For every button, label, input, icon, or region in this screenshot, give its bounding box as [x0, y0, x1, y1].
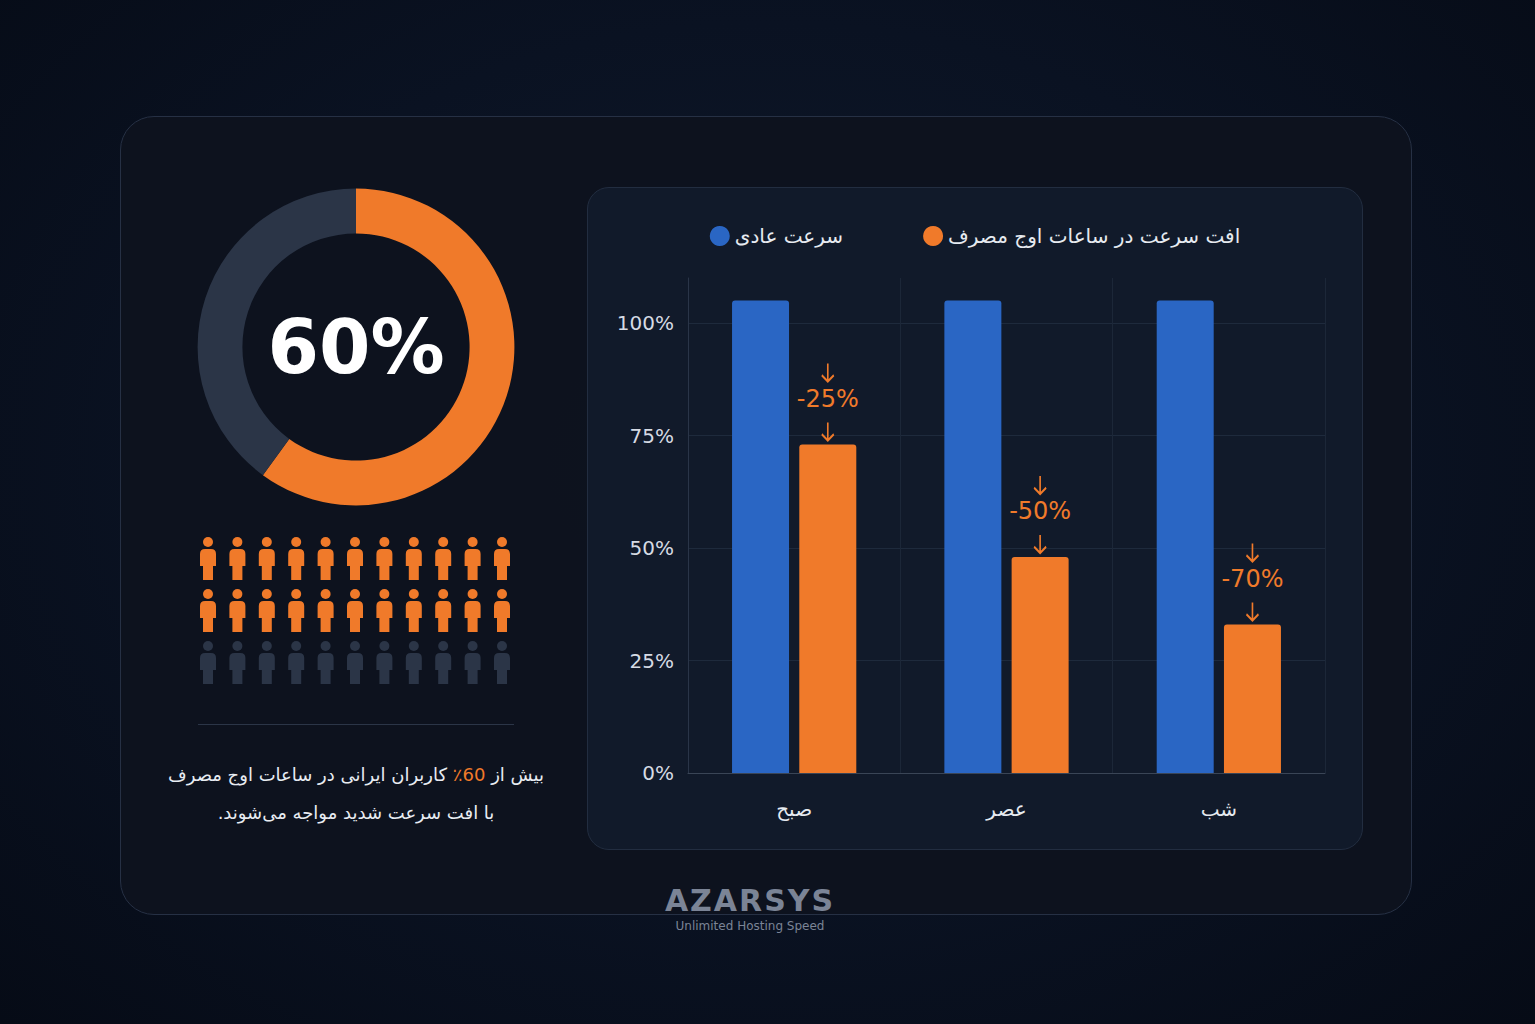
svg-text:-25%: -25% — [797, 385, 859, 413]
svg-text:افت سرعت در ساعات اوج مصرف: افت سرعت در ساعات اوج مصرف — [948, 224, 1240, 248]
svg-text:عصر: عصر — [985, 797, 1026, 821]
svg-text:-50%: -50% — [1009, 497, 1071, 525]
html-text:کاربران ایرانی در ساعات اوج مص: کاربران ایرانی در ساعات اوج مصرف با افت … — [168, 764, 495, 823]
svg-text:شب: شب — [1201, 797, 1237, 821]
html-text:AZARSYS: AZARSYS — [664, 883, 836, 918]
svg-text:25%: 25% — [630, 649, 674, 673]
html-text:بیش از: بیش از — [485, 764, 544, 785]
html-text:Unlimited Hosting Speed: Unlimited Hosting Speed — [675, 919, 825, 933]
svg-text:0%: 0% — [642, 761, 674, 785]
svg-text:-70%: -70% — [1221, 565, 1283, 593]
svg-text:50%: 50% — [630, 536, 674, 560]
svg-text:60%: 60% — [267, 304, 444, 390]
html-text:60٪: 60٪ — [452, 764, 486, 785]
svg-text:75%: 75% — [630, 424, 674, 448]
svg-text:صبح: صبح — [776, 797, 812, 821]
svg-text:سرعت عادی: سرعت عادی — [735, 224, 843, 248]
svg-text:100%: 100% — [617, 311, 674, 335]
